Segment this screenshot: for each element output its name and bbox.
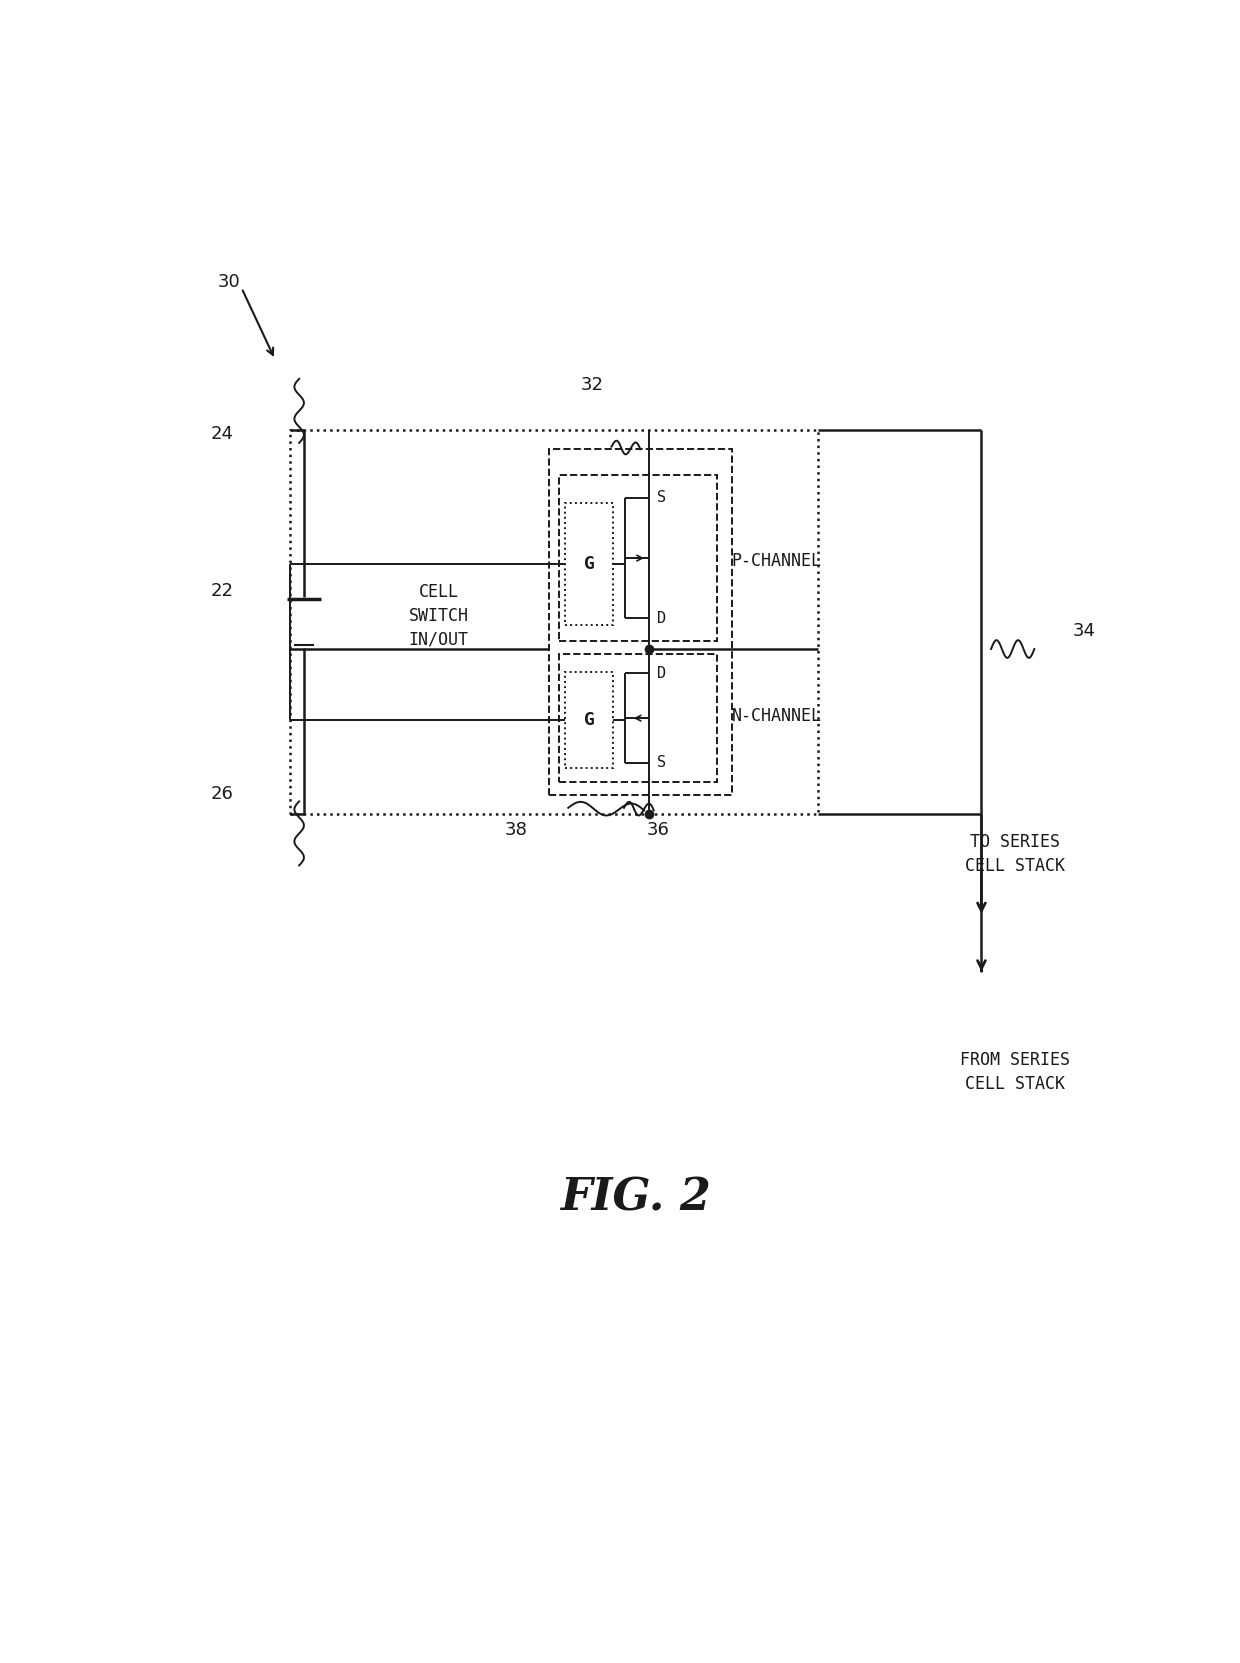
- Text: 22: 22: [211, 582, 234, 600]
- Text: FROM SERIES
CELL STACK: FROM SERIES CELL STACK: [960, 1051, 1070, 1093]
- Bar: [565, 672, 614, 768]
- Text: G: G: [584, 555, 595, 572]
- Text: D: D: [657, 665, 666, 680]
- Bar: [558, 654, 717, 782]
- Text: 34: 34: [1073, 622, 1096, 640]
- Text: D: D: [657, 610, 666, 625]
- Text: N-CHANNEL: N-CHANNEL: [732, 707, 822, 725]
- Text: 38: 38: [505, 820, 528, 838]
- Text: 36: 36: [647, 820, 670, 838]
- Text: 32: 32: [580, 376, 604, 394]
- Text: S: S: [657, 755, 666, 770]
- Text: 30: 30: [217, 273, 241, 291]
- Bar: [549, 449, 732, 795]
- Text: 26: 26: [211, 785, 234, 803]
- Text: S: S: [657, 491, 666, 506]
- Text: CELL
SWITCH
IN/OUT: CELL SWITCH IN/OUT: [408, 584, 469, 649]
- Text: 24: 24: [211, 424, 234, 442]
- Bar: [558, 476, 717, 642]
- Bar: [290, 431, 818, 815]
- Text: FIG. 2: FIG. 2: [560, 1177, 711, 1221]
- Bar: [565, 502, 614, 625]
- Text: TO SERIES
CELL STACK: TO SERIES CELL STACK: [965, 833, 1065, 875]
- Text: P-CHANNEL: P-CHANNEL: [732, 552, 822, 570]
- Text: G: G: [584, 712, 595, 728]
